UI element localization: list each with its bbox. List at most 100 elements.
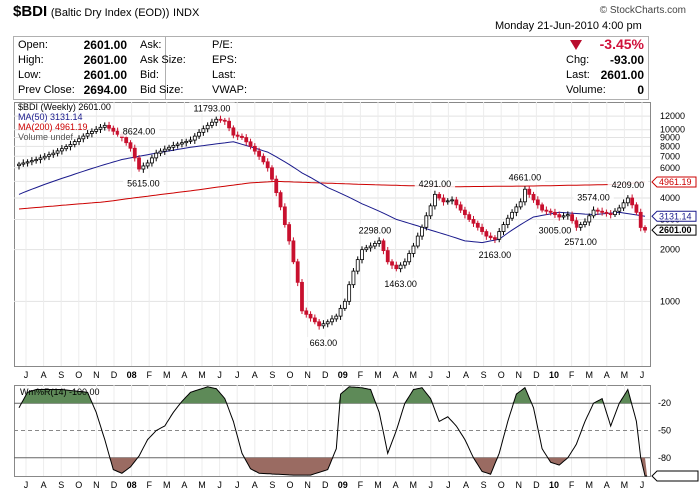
- candle-body: [145, 162, 150, 167]
- x-tick-label: N: [304, 370, 311, 380]
- legend-entry: $BDI (Weekly) 2601.00: [18, 102, 111, 112]
- candle-body: [514, 206, 519, 213]
- wmr-x-tick-label: M: [198, 480, 206, 490]
- annotation-bg: [573, 191, 614, 203]
- x-tick-label: M: [198, 370, 206, 380]
- candle-body: [493, 237, 497, 240]
- legend-entry: MA(50) 3131.14: [18, 112, 83, 122]
- x-tick-label: S: [58, 370, 64, 380]
- annotation-bg: [560, 235, 601, 247]
- x-tick-label: A: [463, 370, 469, 380]
- candle-body: [231, 127, 236, 136]
- candle-body: [613, 210, 617, 216]
- wmr-x-tick-label: D: [533, 480, 540, 490]
- annotation-label: 663.00: [310, 338, 338, 348]
- x-tick-label: M: [374, 370, 382, 380]
- wmr-overbought-fill: [19, 386, 648, 404]
- candle-body: [295, 261, 300, 283]
- candle-body: [334, 315, 339, 320]
- candle-body: [351, 270, 356, 286]
- candle-body: [175, 143, 180, 146]
- x-tick-label: N: [93, 370, 100, 380]
- wmr-x-tick-label: N: [304, 480, 311, 490]
- candle-body: [235, 134, 240, 137]
- wmr-x-tick-label: S: [58, 480, 64, 490]
- annotation-bg: [123, 177, 164, 189]
- candle-body: [510, 211, 514, 219]
- candle-body: [338, 307, 343, 317]
- wmr-x-tick-label: M: [585, 480, 593, 490]
- candle-body: [398, 264, 403, 270]
- candle-body: [227, 120, 231, 129]
- x-tick-label: A: [181, 370, 187, 380]
- annotation-bg: [305, 336, 342, 348]
- candle-body: [317, 321, 322, 327]
- candle-body: [458, 204, 463, 211]
- wmr-x-tick-label: A: [181, 480, 187, 490]
- annotation-label: 4209.00: [612, 180, 645, 190]
- y-tick-label: 6000: [660, 163, 680, 173]
- right-value-label: 2601.00: [659, 225, 692, 235]
- candle-body: [98, 126, 103, 130]
- wmr-line: [18, 386, 648, 477]
- legend-entry: MA(200) 4961.19: [18, 122, 88, 132]
- candle-body: [150, 157, 154, 164]
- candle-body: [308, 313, 313, 319]
- candle-body: [450, 199, 454, 202]
- candle-body: [608, 213, 613, 216]
- x-tick-label: O: [498, 370, 505, 380]
- candle-body: [471, 219, 476, 224]
- candle-body: [347, 284, 352, 302]
- candle-body: [252, 145, 257, 152]
- wmr-x-tick-label: A: [604, 480, 610, 490]
- y-tick-label: 8000: [660, 141, 680, 151]
- y-tick-label: 12000: [660, 111, 685, 121]
- candle-body: [381, 240, 386, 252]
- high-value: 2601.00: [83, 53, 127, 67]
- candle-body: [394, 264, 399, 270]
- candle-body: [214, 118, 219, 123]
- annotation-label: 3574.00: [577, 192, 610, 202]
- candle-body: [64, 146, 69, 150]
- volume-label: Volume:: [566, 84, 606, 96]
- williams-r-chart[interactable]: J A S O N D 08 F M A M J J A S O N D 09 F M A M J J A S O N D 10 F M A M J-…: [0, 382, 700, 494]
- annotation-label: 2571.00: [564, 237, 597, 247]
- right-value-tag: [651, 224, 697, 236]
- candle-body: [535, 199, 540, 206]
- brand[interactable]: © StockCharts.com: [599, 5, 686, 16]
- chart-header: $BDI (Baltic Dry Index (EOD)) INDX © Sto…: [0, 0, 700, 100]
- x-tick-label: J: [640, 370, 645, 380]
- annotation-label: 5615.00: [127, 179, 160, 189]
- vwap-label: VWAP:: [212, 84, 248, 96]
- right-value-label: 3131.14: [659, 211, 692, 221]
- x-tick-label: M: [621, 370, 629, 380]
- candle-body: [433, 193, 437, 207]
- wmr-x-tick-label: O: [286, 480, 293, 490]
- candle-body: [201, 128, 206, 133]
- candle-body: [600, 210, 605, 213]
- wmr-x-tick-label: D: [111, 480, 118, 490]
- candle-body: [557, 214, 562, 218]
- candle-body: [197, 131, 201, 137]
- candle-body: [38, 157, 43, 160]
- wmr-x-tick-label: N: [93, 480, 100, 490]
- wmr-x-tick-label: F: [569, 480, 575, 490]
- candle-body: [137, 157, 141, 170]
- candle-body: [210, 121, 214, 126]
- candle-body: [270, 167, 274, 180]
- wmr-x-tick-label: M: [409, 480, 417, 490]
- volume-value: 0: [637, 83, 644, 97]
- candle-body: [287, 224, 292, 242]
- annotation-bg: [534, 224, 576, 236]
- price-chart[interactable]: 1000200030004000500060007000800090001000…: [0, 100, 700, 382]
- wmr-x-tick-label: S: [269, 480, 275, 490]
- candle-body: [385, 250, 390, 263]
- pe-label: P/E:: [212, 39, 233, 51]
- candle-body: [420, 226, 424, 237]
- candle-body: [107, 124, 111, 129]
- candle-body: [553, 211, 557, 216]
- candle-body: [497, 231, 502, 240]
- candle-body: [621, 202, 626, 209]
- candle-body: [441, 197, 446, 203]
- candle-body: [68, 144, 73, 147]
